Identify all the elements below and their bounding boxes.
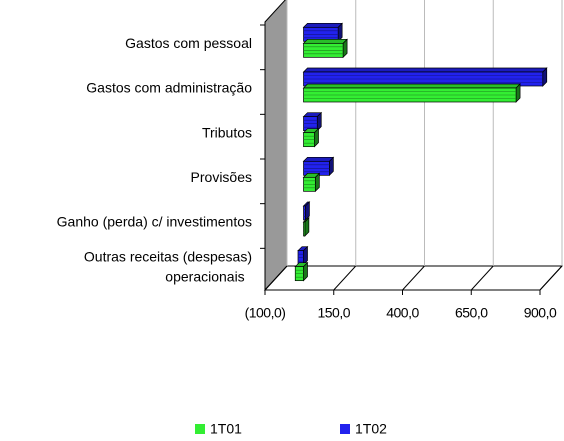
legend-swatch: [195, 424, 205, 434]
bar-top: [302, 156, 335, 162]
legend-swatch: [340, 424, 350, 434]
bar-top: [302, 67, 548, 73]
floor-grid: [402, 265, 425, 291]
y-tick-label: Gastos com administração: [86, 80, 252, 96]
y-tick-label: Outras receitas (despesas): [84, 248, 252, 264]
floor-grid: [333, 265, 357, 291]
x-tick-label: 650,0: [455, 305, 488, 321]
side-wall: [264, 0, 288, 292]
y-tick-label: Provisões: [191, 169, 252, 185]
y-tick-label: Gastos com pessoal: [125, 35, 252, 51]
y-tick-label: Ganho (perda) c/ investimentos: [57, 214, 252, 230]
x-tick-label: 900,0: [524, 305, 557, 321]
x-tick-label: 150,0: [317, 305, 350, 321]
x-tick-label: 400,0: [386, 305, 419, 321]
floor-grid: [264, 265, 288, 291]
x-tick-label: (100,0): [245, 305, 286, 321]
floor-grid: [470, 265, 494, 291]
legend-label: 1T01: [210, 421, 242, 437]
legend-label: 1T02: [355, 421, 387, 437]
bar-top: [302, 22, 343, 28]
floor-grid: [539, 265, 563, 291]
y-tick-label: Tributos: [202, 124, 252, 140]
bar-top: [302, 83, 521, 89]
bar-top: [302, 38, 348, 44]
y-tick-label: operacionais: [165, 268, 244, 284]
